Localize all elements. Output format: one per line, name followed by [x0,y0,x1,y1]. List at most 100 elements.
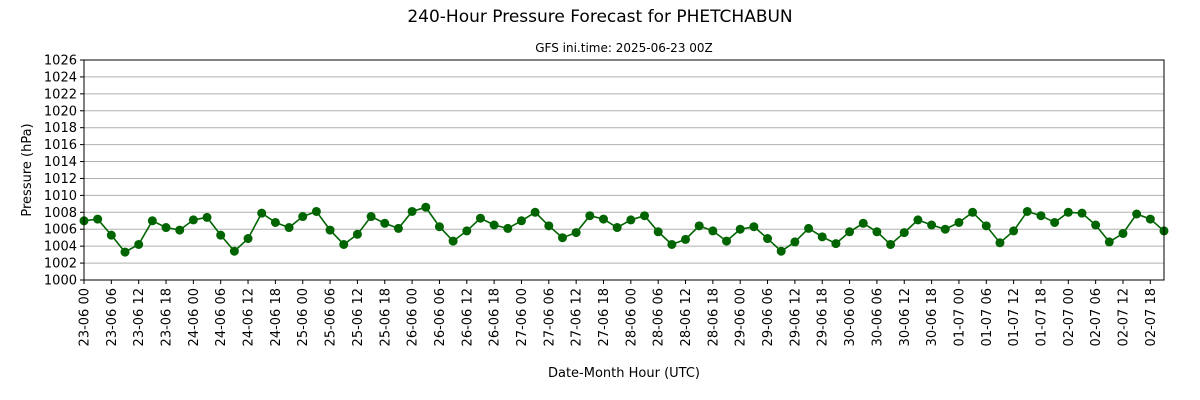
x-tick-label: 30-06 00 [843,288,858,346]
data-point [899,228,909,238]
x-tick-label: 29-06 12 [788,288,803,346]
data-point [216,230,226,240]
x-tick-label: 28-06 12 [679,288,694,346]
x-tick-label: 29-06 18 [816,288,831,346]
data-point [571,228,581,238]
x-tick-label: 26-06 06 [433,288,448,346]
x-tick-label: 23-06 00 [78,288,93,346]
data-point [284,223,294,233]
data-point [640,211,650,221]
y-tick-label: 1012 [44,172,77,187]
data-point [544,221,554,231]
x-tick-label: 02-07 12 [1116,288,1131,346]
y-tick-label: 1020 [44,104,77,119]
x-tick-label: 01-07 12 [1007,288,1022,346]
data-point [722,236,732,246]
data-point [968,207,978,217]
x-tick-label: 23-06 12 [132,288,147,346]
data-point [1104,237,1114,247]
data-point [872,227,882,237]
x-tick-label: 26-06 18 [488,288,503,346]
x-tick-label: 30-06 18 [925,288,940,346]
data-point [694,221,704,231]
data-point [1050,217,1060,227]
data-point [831,239,841,249]
x-tick-label: 02-07 06 [1089,288,1104,346]
x-axis-label: Date-Month Hour (UTC) [548,366,700,381]
data-point [393,223,403,233]
data-point [1118,228,1128,238]
y-tick-label: 1002 [44,257,77,272]
data-point [161,223,171,233]
data-point [134,239,144,249]
x-tick-label: 25-06 12 [351,288,366,346]
x-tick-label: 28-06 06 [652,288,667,346]
y-tick-label: 1016 [44,138,77,153]
chart-subtitle: GFS ini.time: 2025-06-23 00Z [535,41,713,55]
data-point [434,222,444,232]
grid-lines [84,59,1164,281]
data-point [1145,214,1155,224]
data-point [311,206,321,216]
data-point [1022,206,1032,216]
data-point [763,234,773,244]
data-point [845,227,855,237]
x-tick-label: 24-06 18 [269,288,284,346]
x-tick-label: 02-07 00 [1062,288,1077,346]
data-point [106,230,116,240]
y-tick-label: 1006 [44,223,77,238]
data-point [598,214,608,224]
x-tick-label: 29-06 00 [734,288,749,346]
data-point [585,211,595,221]
x-tick-label: 24-06 06 [214,288,229,346]
y-tick-label: 1018 [44,121,77,136]
data-point [503,223,513,233]
x-tick-label: 26-06 00 [406,288,421,346]
y-tick-label: 1008 [44,206,77,221]
x-tick-label: 01-07 18 [1034,288,1049,346]
data-point [681,234,691,244]
data-point [886,239,896,249]
data-point [790,237,800,247]
data-point [708,226,718,236]
data-point [475,213,485,223]
data-point [817,232,827,242]
x-tick-label: 28-06 00 [624,288,639,346]
y-tick-label: 1004 [44,240,77,255]
chart-title: 240-Hour Pressure Forecast for PHETCHABU… [407,7,792,27]
x-tick-label: 27-06 18 [597,288,612,346]
data-point [1091,220,1101,230]
data-point [147,216,157,226]
data-point [940,224,950,234]
data-point [954,217,964,227]
y-tick-label: 1010 [44,189,77,204]
data-point [653,227,663,237]
data-point [270,217,280,227]
x-tick-label: 23-06 18 [160,288,175,346]
plot-frame [83,59,1165,281]
data-point [1063,207,1073,217]
y-tick-label: 1022 [44,87,77,102]
x-axis: 23-06 00 23-06 06 23-06 12 23-06 18 24-06 00… [78,280,1159,346]
pressure-series [79,202,1169,257]
data-point [325,225,335,235]
data-point [1009,226,1019,236]
data-point [188,215,198,225]
data-point [380,218,390,228]
data-point [1132,209,1142,219]
x-tick-label: 24-06 00 [187,288,202,346]
data-point [735,224,745,234]
x-tick-label: 29-06 06 [761,288,776,346]
data-point [489,220,499,230]
x-tick-label: 25-06 00 [296,288,311,346]
y-tick-label: 1026 [44,54,77,69]
y-tick-label: 1000 [44,274,77,289]
x-tick-label: 30-06 06 [870,288,885,346]
data-point [202,212,212,222]
data-point [421,202,431,212]
data-point [626,215,636,225]
data-point [776,246,786,256]
data-point [407,206,417,216]
data-point [120,247,130,257]
x-tick-label: 25-06 06 [324,288,339,346]
